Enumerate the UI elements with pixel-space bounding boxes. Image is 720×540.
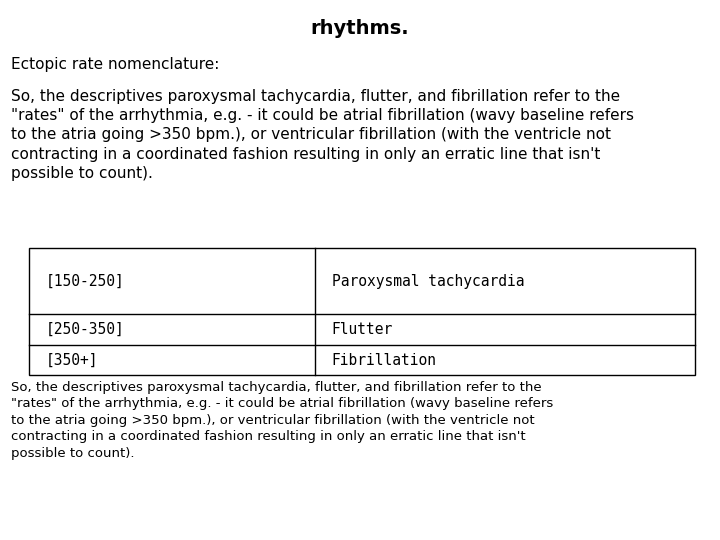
Text: [250-350]: [250-350] [45,322,125,337]
Text: [150-250]: [150-250] [45,274,125,289]
Text: Ectopic rate nomenclature:: Ectopic rate nomenclature: [11,57,219,72]
Text: So, the descriptives paroxysmal tachycardia, flutter, and fibrillation refer to : So, the descriptives paroxysmal tachycar… [11,381,553,460]
Text: So, the descriptives paroxysmal tachycardia, flutter, and fibrillation refer to : So, the descriptives paroxysmal tachycar… [11,89,634,181]
Text: Flutter: Flutter [332,322,393,337]
Text: [350+]: [350+] [45,353,98,368]
Text: Fibrillation: Fibrillation [332,353,437,368]
Text: Paroxysmal tachycardia: Paroxysmal tachycardia [332,274,524,289]
Text: rhythms.: rhythms. [311,19,409,38]
